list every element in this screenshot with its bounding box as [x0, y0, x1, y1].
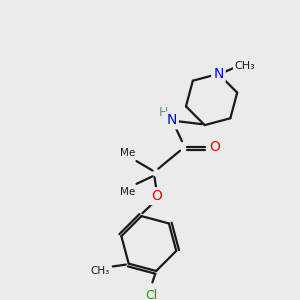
Text: O: O: [151, 189, 162, 203]
Text: Me: Me: [120, 148, 136, 158]
Text: CH₃: CH₃: [91, 266, 110, 276]
Text: Cl: Cl: [145, 289, 158, 300]
Text: CH₃: CH₃: [235, 61, 255, 71]
Text: H: H: [158, 106, 168, 119]
Text: N: N: [213, 67, 224, 81]
Text: N: N: [167, 113, 177, 128]
Text: Me: Me: [120, 188, 136, 197]
Text: O: O: [209, 140, 220, 154]
